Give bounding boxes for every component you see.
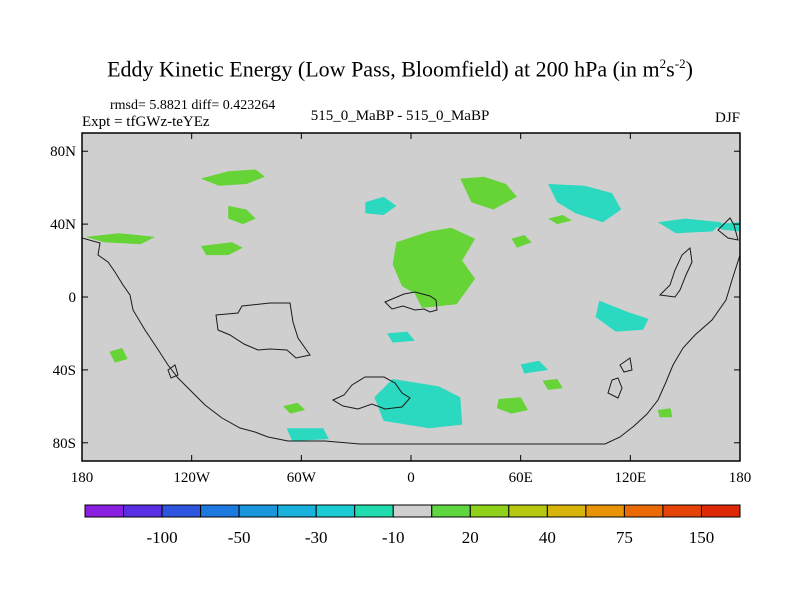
anomaly-positive-10 [496, 397, 528, 414]
plot-title: Eddy Kinetic Energy (Low Pass, Bloomfiel… [107, 56, 693, 82]
colorbar-swatch [354, 504, 394, 518]
experiment-label: Expt = tfGWz-teYEz [82, 114, 210, 130]
colorbar-label: 75 [616, 528, 633, 547]
anomaly-positive-12 [657, 408, 673, 418]
anomaly-positive-3 [85, 233, 156, 245]
anomaly-positive-1 [228, 205, 256, 225]
coastline-africa [215, 302, 311, 359]
colorbar-label: 150 [689, 528, 715, 547]
colorbar-swatch [123, 504, 163, 518]
colorbar-swatch [508, 504, 548, 518]
colorbar-swatch [469, 504, 510, 518]
anomaly-negative-20 [387, 331, 415, 343]
anomaly-negative-17 [712, 222, 740, 232]
colorbar-label: 20 [462, 528, 479, 547]
y-tick-label: 40S [53, 363, 76, 379]
anomaly-negative-16 [657, 218, 722, 234]
y-tick-label: 80S [53, 436, 76, 452]
colorbar-label: -30 [305, 528, 328, 547]
anomaly-positive-11 [542, 379, 563, 390]
coastline-japan [717, 217, 739, 241]
colorbar-label: -10 [382, 528, 405, 547]
x-tick-label: 120E [614, 470, 646, 486]
colorbar-label: -100 [146, 528, 177, 547]
anomaly-negative-21 [520, 360, 549, 374]
stats-text: rmsd= 5.8821 diff= 0.423264 [110, 98, 276, 113]
colorbar-swatch [546, 504, 587, 518]
coastline-southern-island-2 [167, 364, 179, 379]
x-tick-label: 0 [407, 470, 415, 486]
colorbar-swatch [200, 504, 240, 518]
anomaly-negative-19 [286, 428, 329, 441]
x-tick-label: 180 [71, 470, 94, 486]
y-tick-label: 0 [69, 290, 77, 306]
anomaly-positive-6 [511, 235, 532, 248]
x-tick-label: 60E [509, 470, 533, 486]
anomaly-positive-0 [200, 169, 265, 186]
colorbar-label: -50 [228, 528, 251, 547]
y-tick-label: 40N [50, 217, 76, 233]
x-tick-label: 60W [287, 470, 317, 486]
comparison-label: 515_0_MaBP - 515_0_MaBP [310, 108, 490, 124]
anomaly-positive-4 [392, 227, 475, 308]
anomaly-positive-9 [283, 402, 305, 414]
colorbar-swatch [662, 504, 702, 518]
anomaly-positive-5 [460, 176, 517, 210]
colorbar-swatch [277, 504, 317, 518]
anomaly-negative-14 [548, 184, 622, 223]
anomaly-negative-18 [374, 379, 463, 429]
y-tick-label: 80N [50, 144, 76, 160]
season-label: DJF [714, 110, 740, 126]
coastline-antarctic-peninsula [331, 376, 411, 410]
colorbar-swatch [392, 504, 433, 518]
coastline-americas [82, 237, 289, 442]
anomaly-positive-2 [200, 242, 243, 256]
colorbar-swatch [238, 504, 279, 518]
colorbar-label: 40 [539, 528, 556, 547]
anomaly-negative-13 [365, 196, 397, 215]
colorbar-swatch [161, 504, 202, 518]
coastline-antarctica [288, 254, 740, 445]
anomaly-negative-15 [595, 300, 649, 332]
colorbar-swatch [315, 504, 356, 518]
colorbar-swatch [585, 504, 625, 518]
coastline-arabia [384, 291, 438, 313]
colorbar-swatch [623, 504, 664, 518]
anomaly-positive-7 [548, 215, 572, 225]
anomaly-positive-8 [109, 348, 128, 363]
x-tick-label: 180 [729, 470, 752, 486]
colorbar-swatch [84, 504, 125, 518]
colorbar-swatch [431, 504, 471, 518]
colorbar-swatch [700, 504, 741, 518]
coastline-southern-island-1 [607, 377, 623, 399]
coastline-kerguelen [619, 357, 633, 373]
x-tick-label: 120W [173, 470, 211, 486]
coastline-east-asia [658, 247, 693, 298]
